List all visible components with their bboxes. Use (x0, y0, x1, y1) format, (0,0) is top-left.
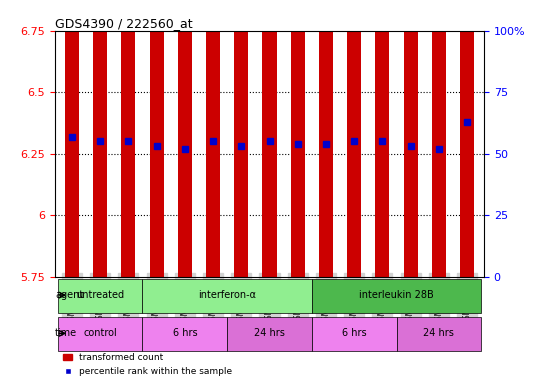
Bar (347, 0, 361, 277)
Text: time: time (55, 328, 77, 338)
Bar (404, 171, 417, 277)
Text: untreated: untreated (76, 290, 124, 300)
FancyBboxPatch shape (312, 279, 481, 313)
FancyBboxPatch shape (58, 279, 142, 313)
FancyBboxPatch shape (142, 317, 227, 351)
Bar (122, 186, 135, 277)
Bar (460, 0, 474, 277)
Bar (206, 0, 220, 277)
FancyBboxPatch shape (227, 317, 312, 351)
Text: interleukin 28B: interleukin 28B (359, 290, 434, 300)
FancyBboxPatch shape (312, 317, 397, 351)
Bar (93, 0, 107, 277)
Bar (460, 58, 474, 277)
Bar (319, 0, 333, 277)
Bar (262, 0, 277, 277)
Bar (262, 146, 277, 277)
Text: 24 hrs: 24 hrs (254, 328, 285, 338)
Text: control: control (83, 328, 117, 338)
Text: agent: agent (55, 290, 83, 300)
Text: interferon-α: interferon-α (198, 290, 256, 300)
Bar (234, 228, 249, 277)
Bar (347, 146, 361, 277)
Bar (290, 0, 305, 277)
Text: 24 hrs: 24 hrs (424, 328, 454, 338)
Bar (432, 0, 446, 277)
Bar (178, 247, 192, 277)
Bar (404, 0, 417, 277)
Bar (319, 174, 333, 277)
Bar (65, 0, 79, 277)
Text: 6 hrs: 6 hrs (173, 328, 197, 338)
Text: GDS4390 / 222560_at: GDS4390 / 222560_at (55, 17, 192, 30)
Bar (178, 0, 192, 277)
Text: 6 hrs: 6 hrs (342, 328, 366, 338)
Bar (375, 247, 389, 277)
Bar (290, 193, 305, 277)
Legend: transformed count, percentile rank within the sample: transformed count, percentile rank withi… (59, 350, 236, 379)
Bar (234, 0, 249, 277)
Bar (375, 0, 389, 277)
Bar (65, 164, 79, 277)
Bar (150, 225, 164, 277)
Bar (206, 190, 220, 277)
FancyBboxPatch shape (142, 279, 312, 313)
Bar (432, 228, 446, 277)
Bar (150, 0, 164, 277)
Bar (93, 186, 107, 277)
Bar (122, 0, 135, 277)
FancyBboxPatch shape (397, 317, 481, 351)
FancyBboxPatch shape (58, 317, 142, 351)
